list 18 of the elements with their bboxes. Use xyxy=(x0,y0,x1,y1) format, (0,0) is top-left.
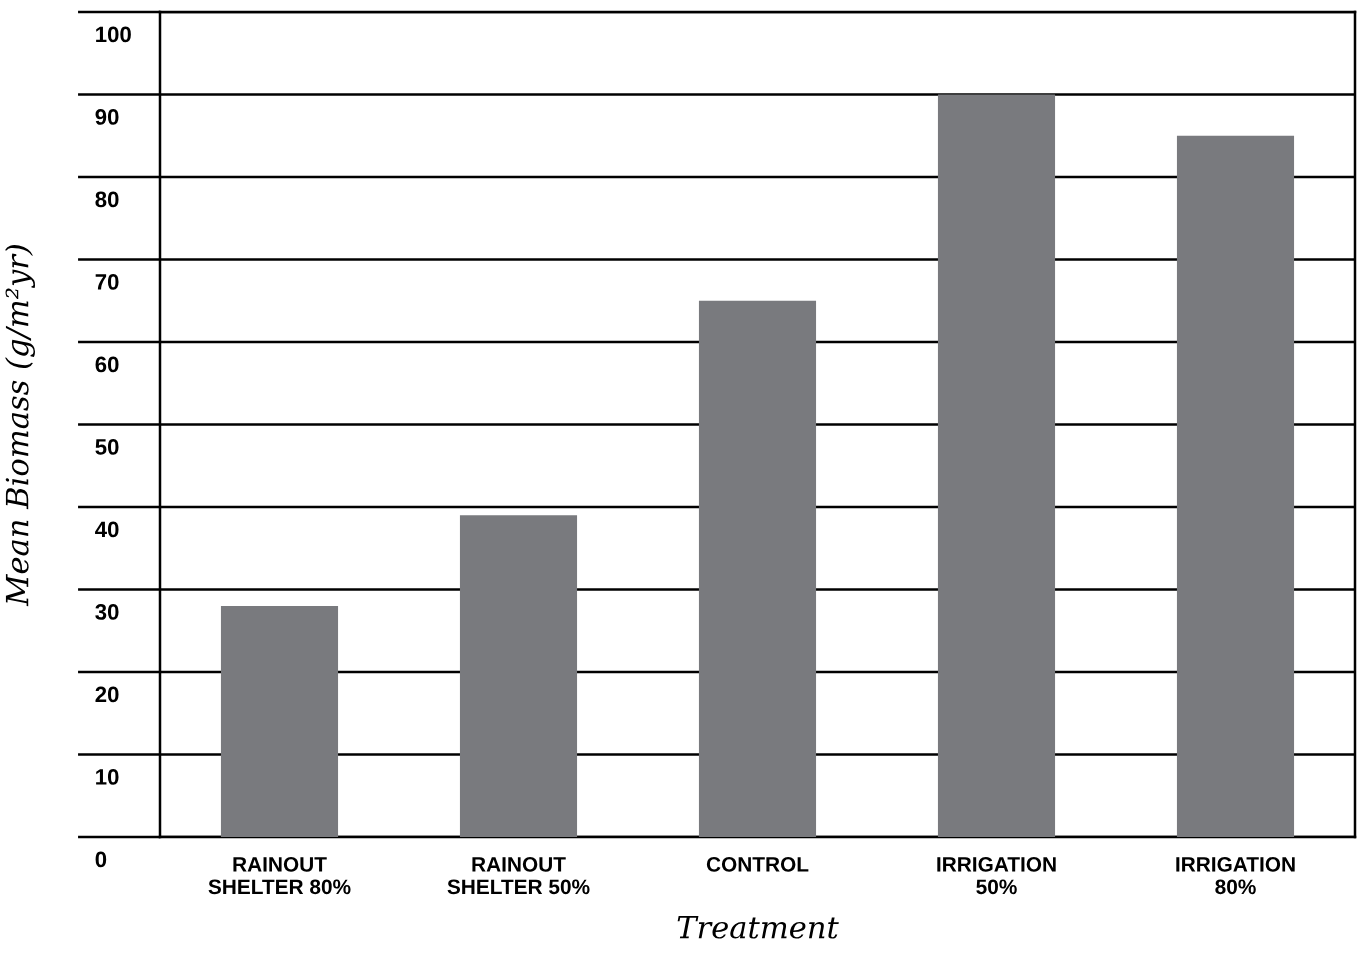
y-tick-label: 10 xyxy=(96,769,119,785)
x-tick-label: IRRIGATION 50% xyxy=(937,856,1056,895)
y-tick-label: 40 xyxy=(95,521,119,538)
y-tick-label: 100 xyxy=(96,26,131,43)
x-tick-label: RAINOUT SHELTER 50% xyxy=(447,856,590,895)
y-tick-label: 70 xyxy=(95,274,119,290)
y-tick-label: 60 xyxy=(95,356,119,373)
y-tick-label: 80 xyxy=(95,191,119,208)
y-tick-label: 50 xyxy=(95,439,119,455)
y-tick-label: 30 xyxy=(95,604,119,620)
x-tick-label: RAINOUT SHELTER 80% xyxy=(208,856,351,895)
x-axis-title: Treatment xyxy=(677,915,839,939)
y-tick-label: 90 xyxy=(95,109,119,125)
y-axis-title: Mean Biomass (g/m²yr) xyxy=(4,245,35,607)
x-tick-label: CONTROL xyxy=(706,856,809,872)
x-tick-label: IRRIGATION 80% xyxy=(1176,856,1295,895)
y-tick-label: 0 xyxy=(95,851,107,868)
y-tick-label: 20 xyxy=(95,686,119,703)
